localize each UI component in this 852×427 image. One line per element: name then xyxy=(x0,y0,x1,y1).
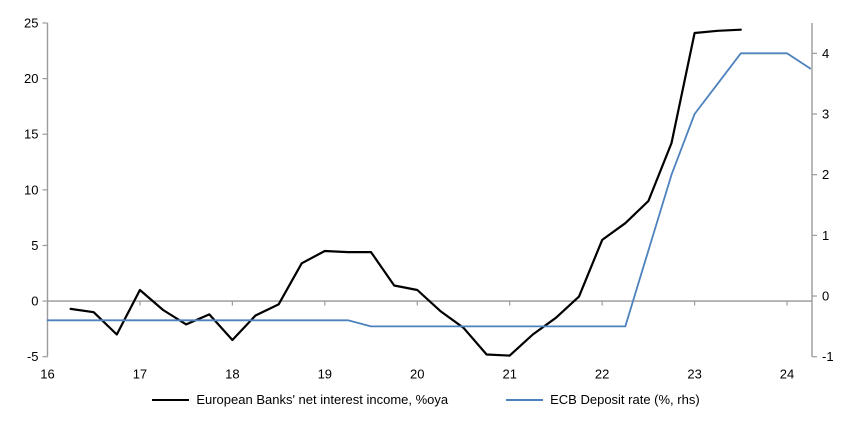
right-axis-tick-label: 1 xyxy=(822,228,829,243)
right-axis-tick-label: -1 xyxy=(822,349,834,364)
x-axis-tick-label: 22 xyxy=(595,367,609,382)
right-axis-tick-label: 3 xyxy=(822,107,829,122)
x-axis-tick-label: 17 xyxy=(133,367,147,382)
left-axis-tick-label: 5 xyxy=(31,238,38,253)
legend-label-nii: European Banks' net interest income, %oy… xyxy=(196,392,449,407)
ecb-line-series xyxy=(46,52,812,328)
x-axis-tick-label: 24 xyxy=(780,367,794,382)
chart-legend: European Banks' net interest income, %oy… xyxy=(0,392,852,407)
nii-line-swatch-icon xyxy=(152,398,190,401)
legend-item-nii: European Banks' net interest income, %oy… xyxy=(152,392,448,407)
left-axis-tick-label: 0 xyxy=(31,294,38,309)
right-axis-tick-label: 2 xyxy=(822,167,829,182)
ecb-line-swatch-icon xyxy=(506,398,544,401)
legend-item-ecb: ECB Deposit rate (%, rhs) xyxy=(506,392,700,407)
left-axis-tick-label: -5 xyxy=(27,349,39,364)
x-axis-tick-label: 18 xyxy=(225,367,239,382)
left-axis-tick-label: 15 xyxy=(24,127,38,142)
x-axis-tick-label: 23 xyxy=(687,367,701,382)
x-axis-tick-label: 20 xyxy=(410,367,424,382)
right-axis-tick-label: 4 xyxy=(822,46,829,61)
legend-label-ecb: ECB Deposit rate (%, rhs) xyxy=(550,392,700,407)
left-axis-tick-label: 25 xyxy=(24,16,38,31)
left-axis-tick-label: 10 xyxy=(24,182,38,197)
x-axis-tick-label: 16 xyxy=(40,367,54,382)
x-axis-tick-label: 21 xyxy=(502,367,516,382)
nii-line-series xyxy=(69,28,742,357)
right-axis-tick-label: 0 xyxy=(822,289,829,304)
left-axis-tick-label: 20 xyxy=(24,71,38,86)
x-axis-tick-label: 19 xyxy=(318,367,332,382)
